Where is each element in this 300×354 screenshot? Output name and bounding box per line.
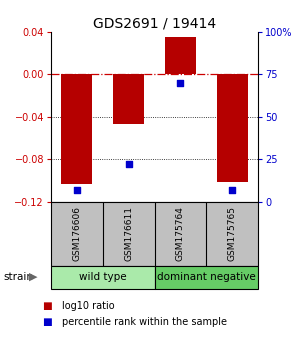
Bar: [113, 74, 144, 124]
FancyBboxPatch shape: [51, 266, 154, 289]
FancyBboxPatch shape: [51, 202, 258, 266]
Text: ■: ■: [42, 317, 52, 327]
Bar: [217, 74, 248, 182]
Text: GSM175765: GSM175765: [228, 206, 237, 261]
Text: GSM176606: GSM176606: [72, 206, 81, 261]
Text: ■: ■: [42, 301, 52, 311]
Bar: [61, 74, 92, 184]
Point: [126, 161, 131, 167]
Text: log10 ratio: log10 ratio: [61, 301, 114, 311]
Bar: [165, 37, 196, 74]
Title: GDS2691 / 19414: GDS2691 / 19414: [93, 17, 216, 31]
Point: [74, 187, 79, 193]
Text: ▶: ▶: [28, 272, 37, 282]
Text: GSM175764: GSM175764: [176, 206, 185, 261]
Text: GSM176611: GSM176611: [124, 206, 133, 261]
Text: percentile rank within the sample: percentile rank within the sample: [61, 317, 226, 327]
Text: wild type: wild type: [79, 272, 127, 282]
Point: [230, 187, 235, 193]
Point: [178, 80, 183, 86]
Text: dominant negative: dominant negative: [157, 272, 256, 282]
FancyBboxPatch shape: [154, 266, 258, 289]
Text: strain: strain: [3, 272, 33, 282]
